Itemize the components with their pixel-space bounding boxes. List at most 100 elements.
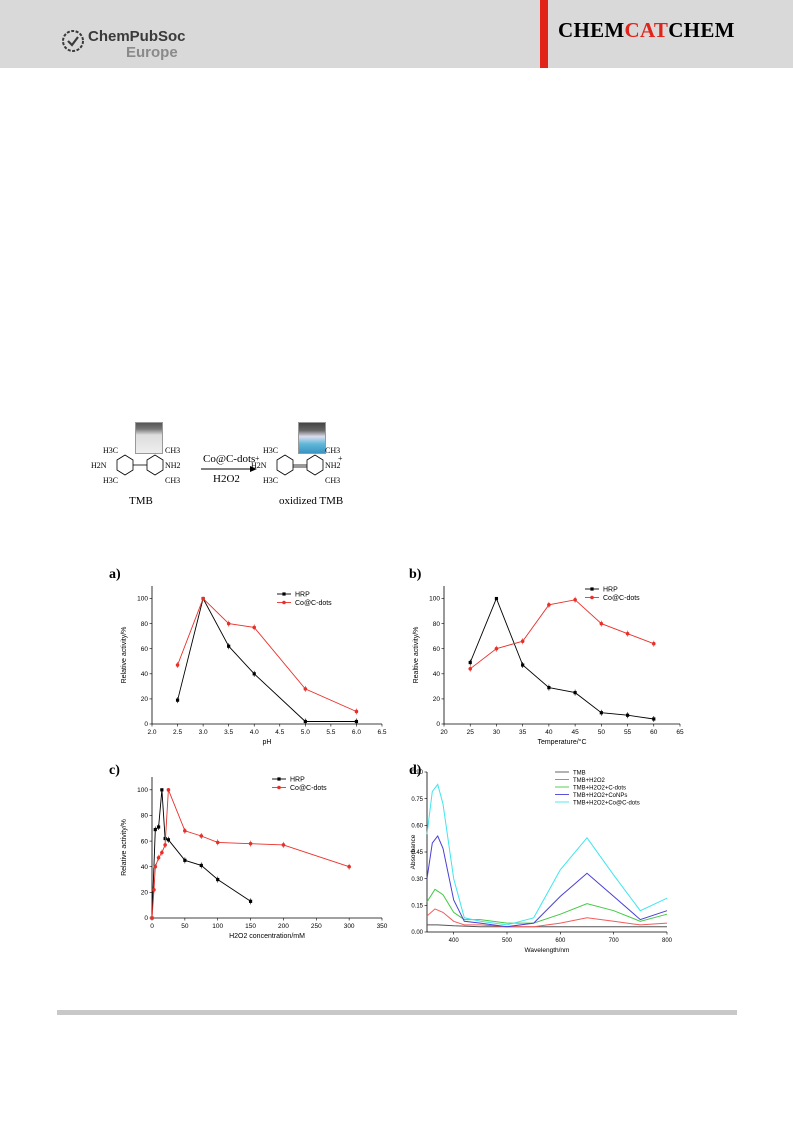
series-line <box>177 597 357 722</box>
x-axis-label: pH <box>263 739 272 746</box>
group-tl: H3C <box>103 446 119 455</box>
series-line <box>426 835 668 928</box>
legend-label: HRP <box>295 591 310 598</box>
x-tick-label: 4.5 <box>275 729 284 736</box>
data-point <box>652 717 656 721</box>
data-point <box>573 598 577 602</box>
y-tick-label: 40 <box>141 671 149 678</box>
x-tick-label: 3.0 <box>199 729 208 736</box>
y-tick-label: 60 <box>141 646 149 653</box>
logo-part-1: CHEM <box>558 18 625 42</box>
data-point <box>354 709 359 714</box>
series-line <box>426 783 668 926</box>
group-bl: H3C <box>103 476 119 485</box>
legend-label: Co@C-dots <box>290 785 327 792</box>
y-axis-label: Relative activity/% <box>121 627 128 684</box>
data-point <box>152 888 156 892</box>
legend-label: HRP <box>603 586 618 593</box>
product-group-right: NH2 <box>325 461 341 470</box>
series-4 <box>426 783 668 926</box>
legend: HRP Co@C-dots <box>277 591 332 607</box>
x-tick-label: 5.0 <box>301 729 310 736</box>
data-point <box>153 827 157 832</box>
reactant-label: TMB <box>129 495 153 507</box>
data-point <box>160 850 164 855</box>
y-tick-label: 20 <box>433 696 441 703</box>
data-point <box>354 719 359 724</box>
data-point <box>248 899 253 903</box>
data-point <box>599 711 603 715</box>
y-tick-label: 20 <box>141 890 149 897</box>
panel-letter-d: d) <box>409 763 422 778</box>
chempubsoc-logo: ChemPubSoc Europe <box>62 24 202 61</box>
page-header: ChemPubSoc Europe CHEMCATCHEM <box>0 0 793 68</box>
y-tick-label: 40 <box>141 864 149 871</box>
data-point <box>599 621 604 626</box>
panel-letter-b: b) <box>409 567 422 582</box>
product-group-tl: H3C <box>263 446 279 455</box>
y-tick-label: 100 <box>137 787 148 794</box>
data-point <box>175 698 180 702</box>
series-0 <box>150 788 253 920</box>
data-point <box>547 686 551 690</box>
data-point <box>468 667 473 671</box>
vial-blue-image <box>298 422 326 454</box>
y-tick-label: 0.00 <box>411 930 423 936</box>
legend-marker <box>590 587 594 591</box>
data-point <box>199 863 203 868</box>
x-tick-label: 2.0 <box>147 729 156 736</box>
panel-letter-c: c) <box>109 763 120 778</box>
x-tick-label: 55 <box>624 729 632 736</box>
data-point <box>215 840 220 845</box>
logo-part-3: CHEM <box>668 18 735 42</box>
y-tick-label: 100 <box>429 596 440 603</box>
legend-label: Co@C-dots <box>295 600 332 607</box>
y-tick-label: 0.60 <box>411 824 423 830</box>
x-tick-label: 600 <box>555 938 566 944</box>
tmb-structure <box>116 454 324 476</box>
logo-sub: Europe <box>126 44 178 61</box>
y-axis-label: Realtive activity/% <box>413 627 420 684</box>
y-tick-label: 80 <box>433 621 441 628</box>
data-point <box>303 719 307 724</box>
series-2 <box>426 888 668 924</box>
series-1 <box>175 596 359 715</box>
x-tick-label: 50 <box>181 923 189 930</box>
x-tick-label: 2.5 <box>173 729 182 736</box>
y-tick-label: 0 <box>144 721 148 728</box>
legend-label: TMB+H2O2+Co@C-dots <box>573 800 640 806</box>
y-tick-label: 100 <box>137 596 148 603</box>
data-point <box>248 841 253 846</box>
x-axis-label: H2O2 concentration/mM <box>229 933 305 940</box>
x-tick-label: 100 <box>212 923 223 930</box>
data-point <box>160 788 164 792</box>
data-point <box>252 672 256 676</box>
legend-label: TMB <box>573 770 586 776</box>
x-tick-label: 4.0 <box>250 729 259 736</box>
panel-letter-a: a) <box>109 567 121 582</box>
x-tick-label: 40 <box>545 729 553 736</box>
charge-plus-right: + <box>338 454 343 463</box>
data-point <box>227 644 231 648</box>
x-tick-label: 45 <box>571 729 579 736</box>
group-tr: CH3 <box>165 446 181 455</box>
logo-part-2: CAT <box>624 18 669 42</box>
y-tick-label: 0.45 <box>411 850 423 856</box>
x-tick-label: 300 <box>344 923 355 930</box>
product-group-br: CH3 <box>325 476 341 485</box>
data-point <box>573 691 577 695</box>
data-point <box>166 788 171 792</box>
chart-absorbance-spectra: 400 500 600 700 800 0.00 0.15 0.30 0.45 0.60 0.75 0… <box>410 770 673 954</box>
x-axis-label: Wavelength/nm <box>525 947 570 954</box>
data-point <box>303 687 308 691</box>
group-br: CH3 <box>165 476 181 485</box>
chemcatchem-logo: CHEMCATCHEM <box>558 18 735 43</box>
x-tick-label: 200 <box>278 923 289 930</box>
y-tick-label: 60 <box>433 646 441 653</box>
x-tick-label: 50 <box>598 729 606 736</box>
data-point <box>347 864 351 869</box>
data-point <box>150 916 154 920</box>
x-tick-label: 35 <box>519 729 527 736</box>
series-1 <box>150 788 351 920</box>
